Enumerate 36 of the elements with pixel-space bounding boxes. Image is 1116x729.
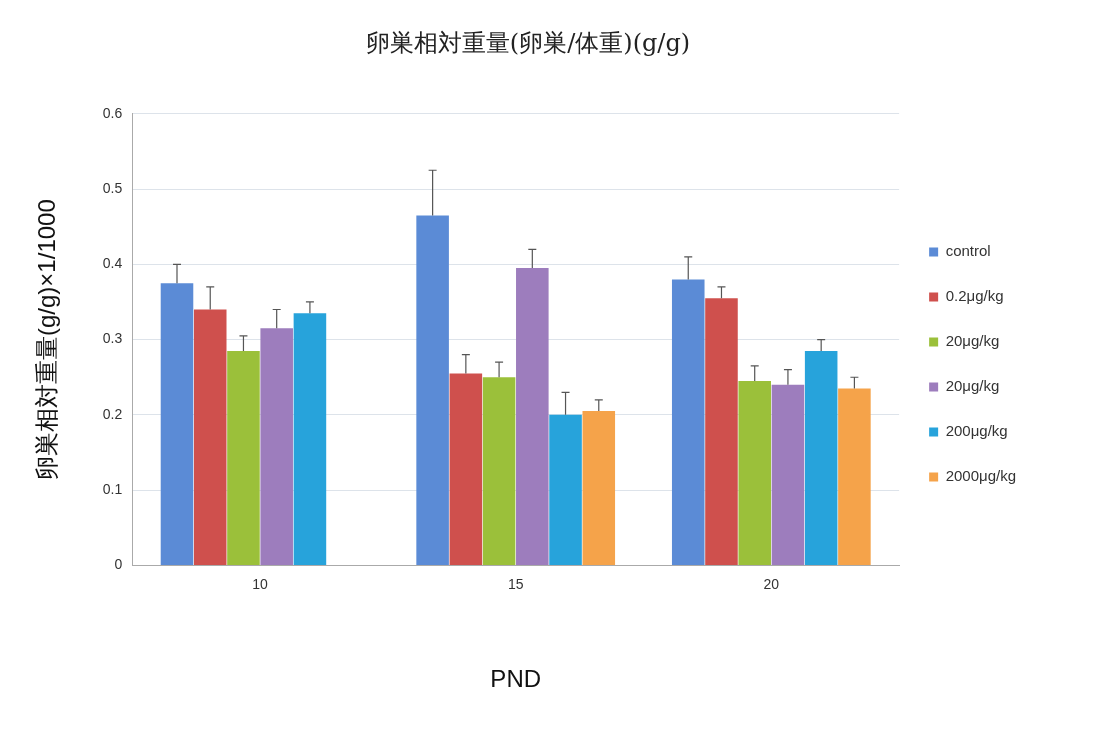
bar [771,384,805,565]
bar [804,350,838,565]
y-axis-title: 卵巣相対重量(g/g)×1/1000 [33,199,61,480]
y-tick-label: 0.4 [102,255,123,272]
legend-label: 2000μg/kg [945,467,1017,485]
chart-title: 卵巣相対重量(卵巣/体重)(g/g) [365,28,691,57]
bar [193,309,227,565]
bar [516,268,549,565]
x-tick-label: 20 [763,575,780,592]
bar [293,313,327,565]
bar [260,328,293,565]
y-tick-label: 0.2 [102,405,123,422]
y-tick-label: 0.6 [102,104,123,121]
bar [416,215,449,565]
bar [227,350,260,565]
y-tick-label: 0.3 [102,330,123,347]
bar [160,283,194,565]
legend-label: 0.2μg/kg [945,287,1004,305]
bar [738,381,771,565]
bar [838,388,871,565]
bar [671,279,705,565]
x-tick-label: 15 [507,575,524,592]
x-tick-label: 10 [252,575,269,592]
legend-label: 20μg/kg [945,332,1000,350]
bar [449,373,483,565]
y-tick-label: 0.5 [102,179,123,196]
bar [705,298,738,565]
bar [549,414,582,565]
x-axis-title: PND [490,665,542,693]
legend-label: 200μg/kg [945,422,1008,440]
y-tick-label: 0 [114,556,123,573]
legend-label: control [945,242,991,260]
legend-label: 20μg/kg [945,377,1000,395]
y-tick-label: 0.1 [102,480,123,497]
bar [482,377,516,565]
bar [582,411,616,565]
